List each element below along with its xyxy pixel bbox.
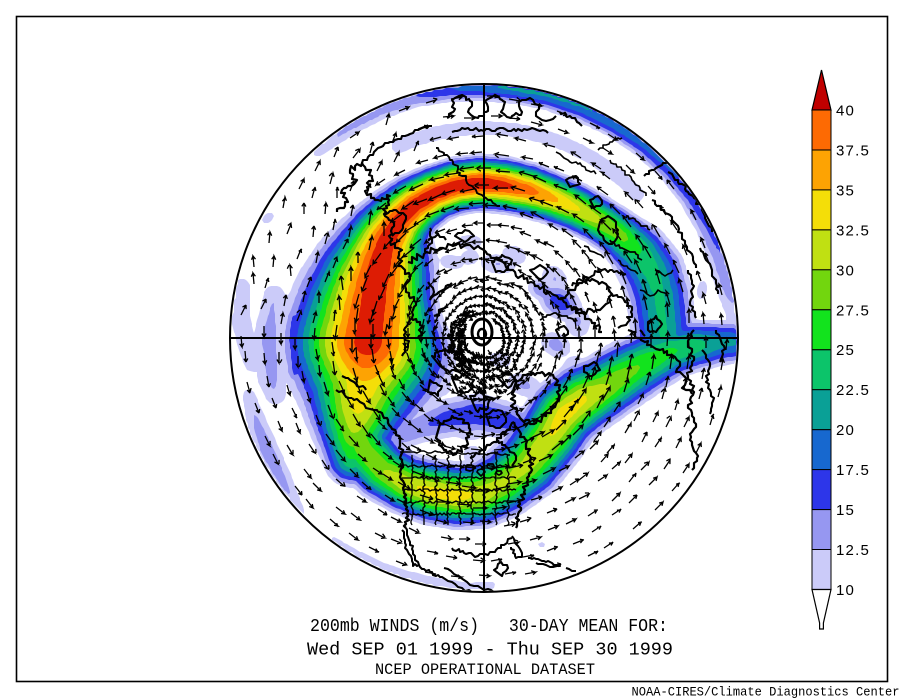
svg-text:NOAA-CIRES/Climate Diagnostics: NOAA-CIRES/Climate Diagnostics Center <box>632 685 900 699</box>
svg-text:10: 10 <box>836 582 855 599</box>
svg-text:35: 35 <box>836 182 855 199</box>
svg-text:25: 25 <box>836 342 855 359</box>
svg-text:17.5: 17.5 <box>836 462 870 479</box>
svg-text:40: 40 <box>836 103 855 120</box>
svg-text:22.5: 22.5 <box>836 382 870 399</box>
svg-text:Wed SEP 01 1999 - Thu SEP 30 1: Wed SEP 01 1999 - Thu SEP 30 1999 <box>307 641 673 661</box>
svg-text:12.5: 12.5 <box>836 542 870 559</box>
svg-text:200mb WINDS (m/s) 30-DAY MEA: 200mb WINDS (m/s) 30-DAY MEAN FOR: <box>310 617 668 637</box>
svg-text:30: 30 <box>836 262 855 279</box>
svg-text:32.5: 32.5 <box>836 222 870 239</box>
svg-text:20: 20 <box>836 422 855 439</box>
svg-text:NCEP OPERATIONAL DATASET: NCEP OPERATIONAL DATASET <box>375 661 595 679</box>
svg-text:27.5: 27.5 <box>836 302 870 319</box>
svg-text:37.5: 37.5 <box>836 143 870 160</box>
svg-text:15: 15 <box>836 502 855 519</box>
